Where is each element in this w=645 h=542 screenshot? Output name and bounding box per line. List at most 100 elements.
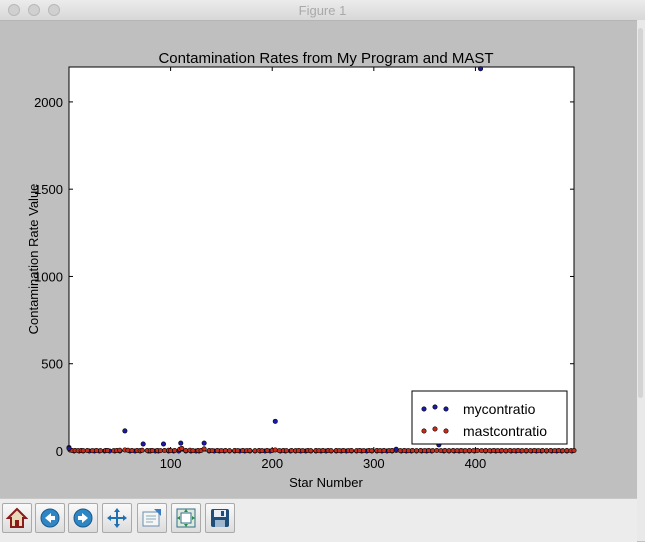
data-point-mastcontratio <box>129 447 135 453</box>
data-point-mycontratio <box>201 440 207 446</box>
data-point-mastcontratio <box>300 448 306 454</box>
forward-button[interactable] <box>68 503 98 533</box>
x-tick-label: 300 <box>363 456 385 471</box>
close-window-button[interactable] <box>8 4 20 16</box>
save-icon <box>211 509 229 527</box>
legend-box <box>411 390 568 445</box>
data-point-mastcontratio <box>446 448 452 454</box>
data-point-mastcontratio <box>168 448 174 454</box>
data-point-mastcontratio <box>487 448 493 454</box>
data-point-mastcontratio <box>426 447 432 453</box>
data-point-mastcontratio <box>466 447 472 453</box>
zoom-window-button[interactable] <box>48 4 60 16</box>
data-point-mastcontratio <box>369 448 375 454</box>
legend-label-mycontratio: mycontratio <box>463 401 536 417</box>
data-point-mastcontratio <box>474 447 480 453</box>
data-point-mastcontratio <box>571 447 577 453</box>
legend-marker-mastcontratio <box>443 428 449 434</box>
data-point-mastcontratio <box>296 447 302 453</box>
legend-label-mastcontratio: mastcontratio <box>463 423 547 439</box>
scrollbar-thumb[interactable] <box>638 28 643 398</box>
zoom-rect-icon <box>142 509 161 527</box>
data-point-mastcontratio <box>201 446 207 452</box>
save-button[interactable] <box>205 503 235 533</box>
data-point-mastcontratio <box>97 448 103 454</box>
data-point-mastcontratio <box>397 448 403 454</box>
data-point-mastcontratio <box>491 447 497 453</box>
home-button[interactable] <box>2 503 32 533</box>
data-point-mastcontratio <box>162 447 168 453</box>
window-titlebar: Figure 1 <box>0 0 645 21</box>
data-point-mastcontratio <box>125 447 131 453</box>
data-point-mastcontratio <box>499 447 505 453</box>
data-point-mastcontratio <box>507 447 513 453</box>
data-point-mastcontratio <box>179 445 185 451</box>
data-point-mastcontratio <box>556 447 562 453</box>
data-point-mastcontratio <box>377 448 383 454</box>
data-point-mastcontratio <box>289 447 295 453</box>
data-point-mastcontratio <box>252 448 258 454</box>
minimize-window-button[interactable] <box>28 4 40 16</box>
x-axis-label: Star Number <box>289 475 363 490</box>
data-point-mastcontratio <box>214 447 220 453</box>
data-point-mastcontratio <box>117 447 123 453</box>
legend: mycontratio mastcontratio <box>411 390 568 445</box>
legend-marker-mycontratio <box>443 406 449 412</box>
data-point-mastcontratio <box>183 447 189 453</box>
zoom-button[interactable] <box>137 503 167 533</box>
data-point-mycontratio <box>272 418 278 424</box>
data-point-mastcontratio <box>450 447 456 453</box>
data-point-mastcontratio <box>259 448 265 454</box>
data-point-mastcontratio <box>357 447 363 453</box>
data-point-mastcontratio <box>264 447 270 453</box>
back-button[interactable] <box>35 503 65 533</box>
data-point-mastcontratio <box>495 448 501 454</box>
data-point-mastcontratio <box>84 447 90 453</box>
pan-button[interactable] <box>102 503 132 533</box>
data-point-mastcontratio <box>172 447 178 453</box>
data-point-mastcontratio <box>316 448 322 454</box>
data-point-mastcontratio <box>422 448 428 454</box>
scrollbar[interactable] <box>637 20 645 541</box>
data-point-mastcontratio <box>434 447 440 453</box>
data-point-mastcontratio <box>414 448 420 454</box>
data-point-mastcontratio <box>240 447 246 453</box>
data-point-mastcontratio <box>523 447 529 453</box>
data-point-mastcontratio <box>149 447 155 453</box>
data-point-mastcontratio <box>157 448 163 454</box>
x-tick-label: 200 <box>261 456 283 471</box>
data-point-mastcontratio <box>458 447 464 453</box>
back-arrow-icon <box>40 508 60 528</box>
data-point-mycontratio <box>122 428 128 434</box>
data-point-mastcontratio <box>93 447 99 453</box>
data-point-mastcontratio <box>105 447 111 453</box>
data-point-mastcontratio <box>389 447 395 453</box>
y-axis-label: Contamination Rate Value <box>26 184 41 335</box>
subplots-button[interactable] <box>171 503 201 533</box>
x-tick-label: 100 <box>160 456 182 471</box>
data-point-mastcontratio <box>190 448 196 454</box>
data-point-mastcontratio <box>503 448 509 454</box>
data-point-mastcontratio <box>276 448 282 454</box>
y-tick-label: 1500 <box>34 182 63 197</box>
data-point-mastcontratio <box>209 448 215 454</box>
legend-marker-mycontratio <box>421 406 427 412</box>
data-point-mycontratio <box>66 445 72 451</box>
data-point-mastcontratio <box>320 447 326 453</box>
chart-title: Contamination Rates from My Program and … <box>158 50 493 67</box>
data-point-mastcontratio <box>479 448 485 454</box>
data-point-mastcontratio <box>462 448 468 454</box>
data-point-mastcontratio <box>418 447 424 453</box>
subplots-icon <box>176 508 196 528</box>
figure-canvas[interactable]: Contamination Rates from My Program and … <box>0 21 637 498</box>
data-point-mastcontratio <box>218 448 224 454</box>
data-point-mastcontratio <box>535 448 541 454</box>
data-point-mastcontratio <box>438 448 444 454</box>
data-point-mastcontratio <box>540 447 546 453</box>
y-tick-label: 0 <box>56 444 63 459</box>
data-point-mycontratio <box>393 446 399 452</box>
data-point-mastcontratio <box>548 447 554 453</box>
home-icon <box>6 507 28 528</box>
forward-arrow-icon <box>73 508 93 528</box>
data-point-mastcontratio <box>227 448 233 454</box>
